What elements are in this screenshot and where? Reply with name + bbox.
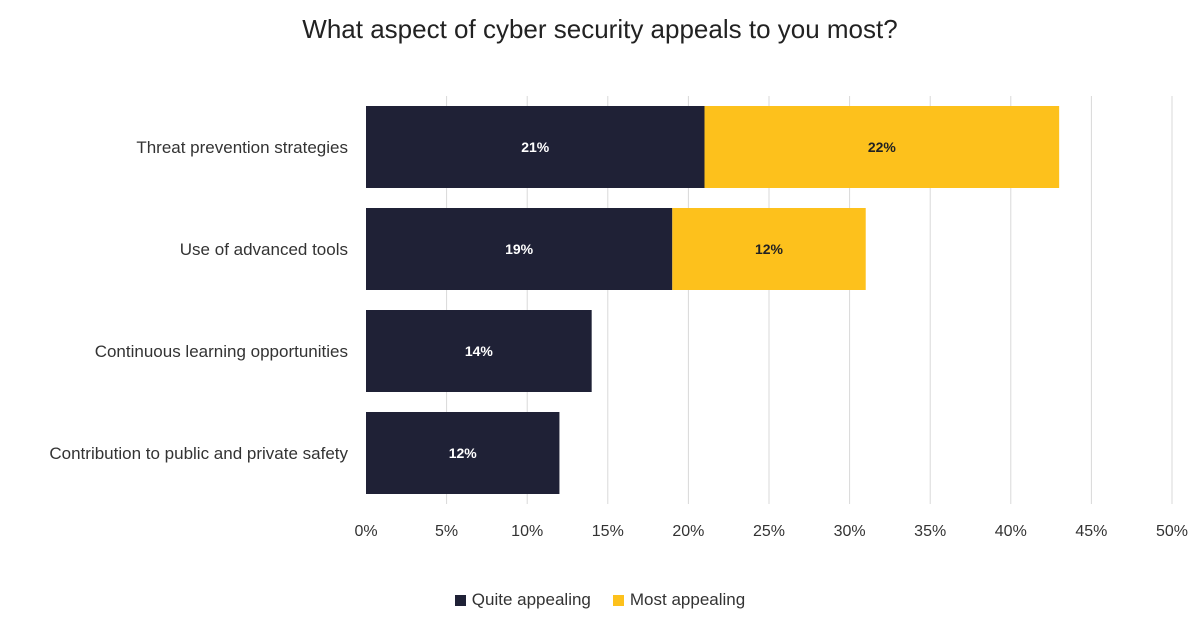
legend-label-quite-appealing: Quite appealing xyxy=(471,590,591,609)
x-tick-label: 25% xyxy=(753,523,785,540)
data-label: 21% xyxy=(521,139,550,155)
bar-quite-appealing xyxy=(366,412,560,494)
x-tick-label: 50% xyxy=(1156,523,1188,540)
category-label: Contribution to public and private safet… xyxy=(49,444,348,463)
legend-item-quite-appealing: Quite appealing xyxy=(454,590,591,610)
x-tick-label: 35% xyxy=(914,523,946,540)
data-label: 12% xyxy=(449,445,478,461)
x-tick-label: 10% xyxy=(511,523,543,540)
legend-swatch-most-appealing xyxy=(612,594,624,606)
bar-quite-appealing xyxy=(366,310,592,392)
data-label: 14% xyxy=(465,343,494,359)
data-label: 19% xyxy=(505,241,534,257)
bar-quite-appealing xyxy=(366,208,673,290)
data-label: 22% xyxy=(868,139,897,155)
x-tick-label: 20% xyxy=(672,523,704,540)
x-tick-label: 5% xyxy=(435,523,458,540)
bar-most-appealing xyxy=(672,208,866,290)
legend-item-most-appealing: Most appealing xyxy=(612,590,746,610)
legend: Quite appealing Most appealing xyxy=(0,590,1200,610)
category-label: Continuous learning opportunities xyxy=(95,342,348,361)
legend-label-most-appealing: Most appealing xyxy=(629,590,746,609)
legend-swatch-quite-appealing xyxy=(454,594,466,606)
chart-title: What aspect of cyber security appeals to… xyxy=(302,14,898,44)
bar-quite-appealing xyxy=(366,106,705,188)
bars: 21% 22% 19% 12% 14% 12% xyxy=(366,106,1060,494)
x-tick-labels: 0% 5% 10% 15% 20% 25% 30% 35% 40% 45% 50% xyxy=(354,523,1188,540)
x-tick-label: 45% xyxy=(1075,523,1107,540)
data-label: 12% xyxy=(755,241,784,257)
category-label: Use of advanced tools xyxy=(180,240,348,259)
category-label: Threat prevention strategies xyxy=(136,138,348,157)
category-labels: Threat prevention strategies Use of advan… xyxy=(49,138,348,463)
x-tick-label: 0% xyxy=(354,523,377,540)
x-tick-label: 15% xyxy=(592,523,624,540)
bar-most-appealing xyxy=(704,106,1060,188)
x-tick-label: 40% xyxy=(995,523,1027,540)
x-tick-label: 30% xyxy=(834,523,866,540)
